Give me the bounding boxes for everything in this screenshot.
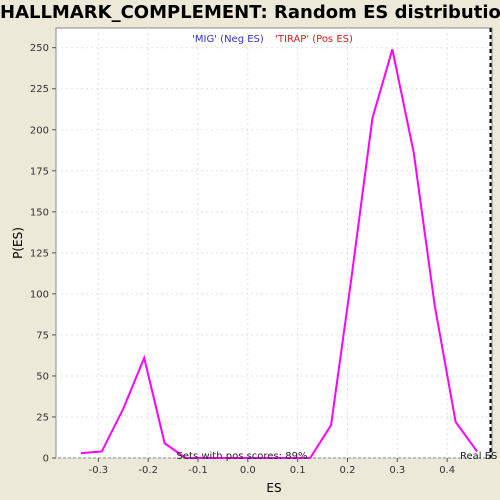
y-axis-ticks: 0 25 50 75 100 125 150 175 200 225 250: [30, 43, 56, 464]
y-tick-label: 0: [43, 454, 49, 465]
x-tick-label: 0.3: [389, 465, 405, 476]
y-tick-label: 50: [36, 371, 49, 382]
neg-es-label: 'MIG' (Neg ES): [192, 34, 264, 45]
y-tick-label: 25: [36, 412, 49, 423]
y-tick-label: 200: [30, 125, 49, 136]
y-tick-label: 175: [30, 166, 49, 177]
pos-es-label: 'TIRAP' (Pos ES): [275, 34, 353, 45]
y-tick-label: 125: [30, 248, 49, 259]
x-tick-label: -0.2: [138, 465, 158, 476]
x-tick-label: 0.1: [290, 465, 306, 476]
pos-scores-note: Sets with pos scores: 89%: [177, 451, 308, 462]
y-tick-label: 225: [30, 84, 49, 95]
y-tick-label: 250: [30, 43, 49, 54]
y-tick-label: 100: [30, 289, 49, 300]
x-tick-label: 0.2: [340, 465, 356, 476]
y-axis-label: P(ES): [11, 227, 25, 259]
x-tick-label: -0.3: [89, 465, 109, 476]
x-tick-label: -0.1: [188, 465, 208, 476]
x-axis-label: ES: [266, 481, 281, 495]
y-tick-label: 150: [30, 207, 49, 218]
x-tick-label: 0.4: [439, 465, 455, 476]
real-es-label: Real ES: [460, 451, 497, 462]
y-tick-label: 75: [36, 330, 49, 341]
x-tick-label: 0.0: [240, 465, 256, 476]
